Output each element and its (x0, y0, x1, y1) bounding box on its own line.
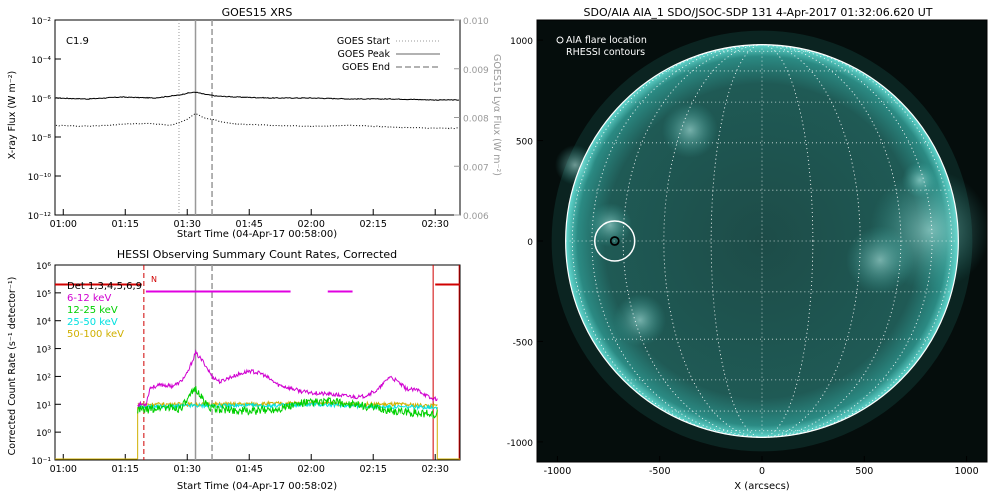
hessi-y-tick-label: 10¹ (36, 401, 51, 411)
goes-plot-frame (54, 19, 461, 216)
hessi-x-tick-label: 01:45 (236, 464, 263, 475)
hessi-y-tick-label: 10³ (36, 346, 51, 356)
aia-x-label: X (arcsecs) (734, 481, 790, 492)
aia-y-tick-label: 0 (527, 238, 533, 248)
aia-bright-region (902, 162, 938, 198)
aia-rhessi-contour (609, 236, 620, 246)
aia-x-tick-label: 1000 (954, 466, 978, 477)
goes-y-tick-label-right: 0.006 (463, 212, 489, 222)
hessi-x-tick-label: 02:00 (298, 464, 325, 475)
aia-x-tick-label: 0 (759, 466, 765, 477)
hessi-x-tick-label: 02:15 (360, 464, 387, 475)
goes-y-tick-label: 10⁻⁶ (31, 95, 51, 105)
hessi-series-line (137, 349, 438, 408)
goes-x-tick-label: 01:00 (50, 219, 77, 230)
aia-image (537, 20, 987, 462)
aia-bright-region (662, 102, 718, 158)
hessi-legend-label: 50-100 keV (67, 329, 124, 340)
hessi-y-tick-label: 10⁻¹ (31, 457, 51, 467)
aia-grid-longitude (622, 44, 902, 438)
goes-short-channel-line (55, 113, 460, 130)
goes-y-tick-label: 10⁻¹⁰ (28, 173, 52, 183)
aia-grid-longitude (710, 44, 814, 438)
goes-y-tick-label-right: 0.009 (463, 66, 489, 76)
aia-bright-region (846, 226, 914, 294)
hessi-x-label: Start Time (04-Apr-17 00:58:02) (177, 481, 337, 492)
aia-title: SDO/AIA AIA_1 SDO/JSOC-SDP 131 4-Apr-201… (584, 6, 933, 19)
goes-x-tick-label: 02:00 (298, 219, 325, 230)
aia-legend-label: RHESSI contours (566, 47, 645, 58)
aia-legend-label: AIA flare location (566, 35, 647, 46)
aia-grid-longitude (663, 44, 861, 438)
goes-x-tick-label: 01:45 (236, 219, 263, 230)
aia-x-tick-label: -1000 (544, 466, 572, 477)
hessi-y-tick-label: 10⁴ (36, 318, 51, 328)
goes-legend-label: GOES Peak (338, 49, 391, 60)
goes-long-channel-line (56, 91, 459, 101)
hessi-series-line (137, 386, 438, 420)
goes-panel: GOES15 XRS 01:00 01:15 01:30 01:45 02:00 02:1… (7, 6, 502, 240)
goes-y-label-right: GOES15 Lyα Flux (W m⁻²) (491, 54, 502, 176)
hessi-flag-label: N (151, 275, 157, 284)
hessi-y-tick-label: 10⁵ (36, 290, 51, 300)
hessi-x-tick-label: 01:30 (174, 464, 201, 475)
aia-flare-location-circle (593, 220, 636, 262)
aia-x-tick-label: 500 (855, 466, 873, 477)
goes-x-tick-label: 01:30 (174, 219, 201, 230)
goes-annotation: C1.9 (66, 36, 89, 47)
hessi-y-tick-label: 10⁶ (36, 262, 51, 272)
hessi-panel: HESSI Observing Summary Count Rates, Cor… (7, 248, 461, 492)
aia-panel: SDO/AIA AIA_1 SDO/JSOC-SDP 131 4-Apr-201… (507, 6, 988, 492)
hessi-x-tick-label: 02:30 (422, 464, 449, 475)
goes-y-tick-label: 10⁻⁸ (31, 134, 51, 144)
hessi-title: HESSI Observing Summary Count Rates, Cor… (117, 248, 397, 261)
hessi-series-line (137, 399, 438, 409)
aia-y-tick-label: -500 (513, 338, 534, 348)
goes-x-tick-label: 02:15 (360, 219, 387, 230)
goes-x-tick-label: 01:15 (112, 219, 139, 230)
aia-bright-region (588, 203, 632, 247)
aia-bright-region (614, 294, 666, 346)
hessi-plot-frame (54, 264, 461, 461)
goes-y-tick-label-right: 0.010 (463, 17, 489, 27)
goes-y-label: X-ray Flux (W m⁻²) (7, 71, 18, 160)
goes-legend-label: GOES Start (337, 36, 390, 47)
hessi-x-tick-label: 01:00 (50, 464, 77, 475)
hessi-legend-title: Det 1,3,4,5,6,9 (67, 281, 142, 292)
aia-y-tick-label: 500 (516, 138, 533, 148)
hessi-legend-label: 12-25 keV (67, 305, 118, 316)
goes-x-label: Start Time (04-Apr-17 00:58:00) (177, 229, 337, 240)
hessi-y-label: Corrected Count Rate (s⁻¹ detector⁻¹) (7, 277, 18, 456)
aia-y-tick-label: 1000 (510, 37, 533, 47)
hessi-x-tick-label: 01:15 (112, 464, 139, 475)
aia-bright-region (555, 145, 595, 185)
aia-x-tick-label: -500 (649, 466, 671, 477)
aia-y-tick-label: -1000 (507, 439, 533, 449)
hessi-y-tick-label: 10⁰ (36, 429, 51, 439)
aia-legend-circle-icon (556, 36, 564, 44)
goes-y-tick-label-right: 0.007 (463, 163, 489, 173)
aia-limb (565, 44, 959, 438)
goes-title: GOES15 XRS (222, 6, 293, 19)
aia-grid-longitude (571, 44, 953, 438)
goes-legend-label: GOES End (342, 62, 390, 73)
goes-y-tick-label: 10⁻¹² (28, 212, 52, 222)
hessi-y-tick-label: 10² (36, 373, 51, 383)
hessi-legend-label: 25-50 keV (67, 317, 118, 328)
goes-y-tick-label: 10⁻⁴ (31, 56, 51, 66)
goes-x-tick-label: 02:30 (422, 219, 449, 230)
goes-y-tick-label-right: 0.008 (463, 115, 489, 125)
goes-y-tick-label: 10⁻² (31, 17, 51, 27)
hessi-legend-label: 6-12 keV (67, 293, 111, 304)
